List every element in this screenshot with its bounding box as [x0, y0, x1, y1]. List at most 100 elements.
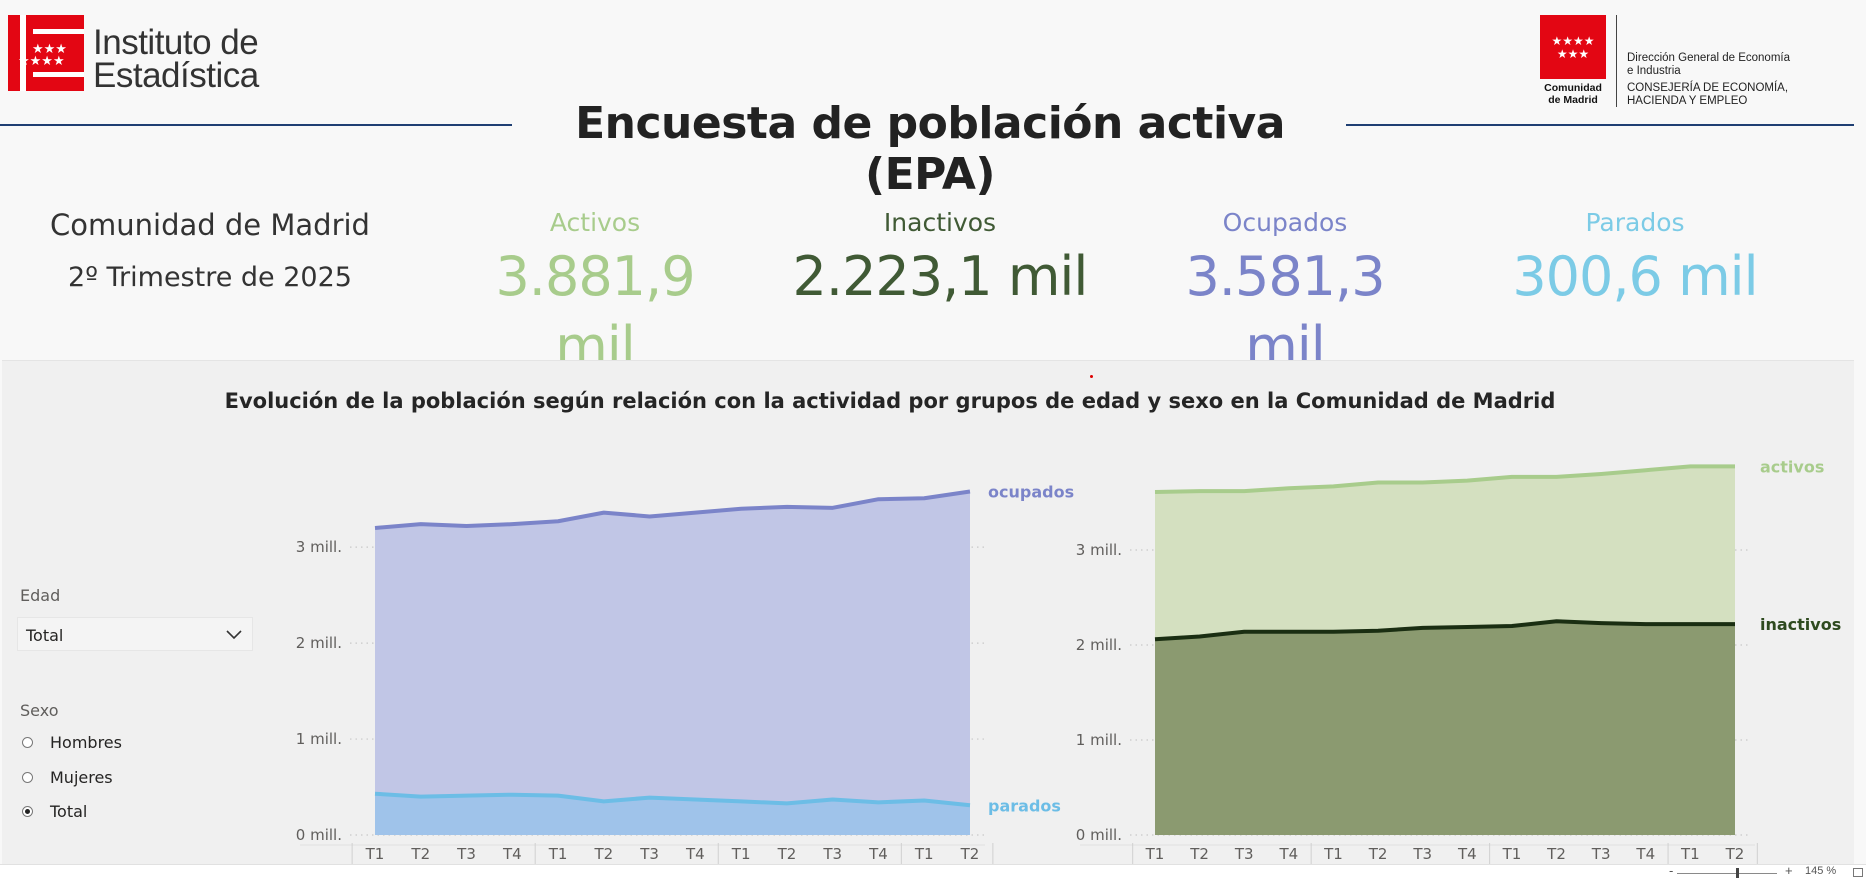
y-tick-label: 2 mill.	[1076, 636, 1122, 654]
x-tick-label: T3	[1234, 845, 1254, 863]
y-tick-label: 3 mill.	[296, 538, 342, 556]
series-label: inactivos	[1760, 615, 1841, 634]
radio-circle	[22, 736, 33, 748]
kpi-value: 300,6 mil	[1512, 245, 1758, 308]
marker-dot	[1090, 375, 1093, 378]
kpi-inactivos: Inactivos 2.223,1 mil	[790, 208, 1090, 312]
y-tick-label: 1 mill.	[296, 730, 342, 748]
age-dropdown-value: Total	[26, 626, 64, 645]
age-filter-label: Edad	[20, 586, 61, 605]
partner-cons-line1: CONSEJERÍA DE ECONOMÍA,	[1627, 82, 1789, 94]
x-tick-label: T2	[960, 845, 980, 863]
partner-dir-line1: Dirección General de Economía	[1627, 52, 1790, 64]
institute-logo: ★★★ ★★★★	[8, 15, 84, 91]
kpi-value: 2.223,1 mil	[792, 245, 1089, 308]
x-tick-label: T1	[1680, 845, 1700, 863]
partner-caption: Comunidad de Madrid	[1538, 82, 1608, 106]
status-bar: - + 145 %	[0, 863, 1866, 882]
x-tick-label: T3	[822, 845, 842, 863]
age-dropdown[interactable]: Total	[17, 617, 253, 651]
x-tick-label: T1	[914, 845, 934, 863]
inactivos-line[interactable]	[1154, 619, 1735, 642]
ocupados-line[interactable]	[374, 489, 971, 530]
series-label: parados	[988, 796, 1061, 815]
chart-ocupados-parados: 0 mill. 1 mill. 2 mill. 3 mill. ocupados para…	[296, 483, 1074, 864]
title-rule-right	[1346, 124, 1854, 126]
kpi-label: Ocupados	[1222, 208, 1348, 237]
activos-line[interactable]	[1154, 464, 1735, 495]
panel-title: Evolución de la población según relación…	[224, 389, 1556, 413]
institute-name-line1: Instituto de	[93, 23, 259, 62]
x-tick-label: T1	[365, 845, 385, 863]
x-tick-label: T3	[456, 845, 476, 863]
x-tick-label: T2	[777, 845, 797, 863]
x-tick-label: T2	[593, 845, 613, 863]
radio-label: Total	[50, 801, 88, 821]
svg-text:★★★: ★★★	[32, 42, 67, 57]
x-tick-label: T2	[1189, 845, 1209, 863]
kpi-ocupados: Ocupados 3.581,3 mil	[1150, 208, 1420, 382]
radio-label: Hombres	[50, 732, 122, 752]
partner-caption-line2: de Madrid	[1548, 94, 1598, 106]
radio-label: Mujeres	[50, 767, 113, 787]
parados-line[interactable]	[374, 791, 971, 808]
partner-dir-line2: e Industria	[1627, 65, 1681, 77]
radio-circle-selected	[22, 805, 33, 817]
partner-cons-line2: HACIENDA Y EMPLEO	[1627, 95, 1748, 107]
zoom-slider-thumb[interactable]	[1736, 868, 1739, 878]
svg-text:★★★★: ★★★★	[18, 54, 65, 69]
partner-directorate: Dirección General de Economía e Industri…	[1627, 52, 1790, 78]
comunidad-madrid-logo: ★★★★ ★★★	[1540, 15, 1606, 79]
kpi-label: Parados	[1585, 208, 1685, 237]
x-tick-label: T2	[1546, 845, 1566, 863]
zoom-in-button[interactable]: +	[1785, 863, 1793, 878]
radio-circle	[22, 771, 33, 783]
kpi-activos: Activos 3.881,9 mil	[460, 208, 730, 382]
x-tick-label: T4	[685, 845, 705, 863]
x-tick-label: T3	[639, 845, 659, 863]
partner-caption-line1: Comunidad	[1544, 82, 1602, 94]
fit-to-page-icon[interactable]	[1853, 868, 1863, 877]
radio-total[interactable]: Total	[22, 800, 87, 822]
parados-area	[375, 793, 970, 835]
series-label: ocupados	[988, 483, 1074, 502]
y-tick-label: 0 mill.	[1076, 826, 1122, 844]
y-tick-label: 2 mill.	[296, 634, 342, 652]
x-tick-label: T3	[1412, 845, 1432, 863]
y-tick-label: 1 mill.	[1076, 731, 1122, 749]
x-tick-label: T1	[1323, 845, 1343, 863]
x-tick-label: T2	[1368, 845, 1388, 863]
x-tick-label: T1	[731, 845, 751, 863]
kpi-label: Activos	[549, 208, 641, 237]
y-tick-label: 3 mill.	[1076, 541, 1122, 559]
partner-ministry: CONSEJERÍA DE ECONOMÍA, HACIENDA Y EMPLE…	[1627, 82, 1788, 108]
period-label: 2º Trimestre de 2025	[68, 262, 352, 293]
x-tick-label: T1	[1145, 845, 1165, 863]
zoom-out-button[interactable]: -	[1669, 863, 1674, 878]
chart-activos-inactivos: 0 mill. 1 mill. 2 mill. 3 mill. activos inact…	[1076, 457, 1841, 864]
kpi-label: Inactivos	[883, 208, 997, 237]
x-tick-label: T1	[1502, 845, 1522, 863]
ocupados-area	[375, 491, 970, 835]
kpi-parados: Parados 300,6 mil	[1500, 208, 1770, 312]
x-tick-label: T2	[1725, 845, 1745, 863]
svg-text:★★★★: ★★★★	[1551, 34, 1594, 48]
x-tick-label: T2	[410, 845, 430, 863]
radio-mujeres[interactable]: Mujeres	[22, 766, 113, 788]
series-label: activos	[1760, 457, 1824, 476]
y-tick-label: 0 mill.	[296, 826, 342, 844]
zoom-level: 145 %	[1805, 865, 1837, 877]
x-tick-label: T4	[1457, 845, 1477, 863]
region-label: Comunidad de Madrid	[50, 208, 370, 242]
partner-divider	[1616, 15, 1617, 107]
x-tick-label: T4	[1278, 845, 1298, 863]
zoom-slider[interactable]	[1677, 873, 1777, 874]
chevron-down-icon	[226, 630, 242, 640]
institute-name: Instituto de Estadística	[93, 23, 259, 95]
radio-hombres[interactable]: Hombres	[22, 731, 122, 753]
institute-name-line2: Estadística	[93, 56, 259, 95]
inactivos-area	[1155, 621, 1735, 835]
svg-text:★★★: ★★★	[1557, 47, 1589, 61]
page-title: Encuesta de población activa (EPA)	[575, 98, 1285, 200]
title-rule-left	[0, 124, 512, 126]
